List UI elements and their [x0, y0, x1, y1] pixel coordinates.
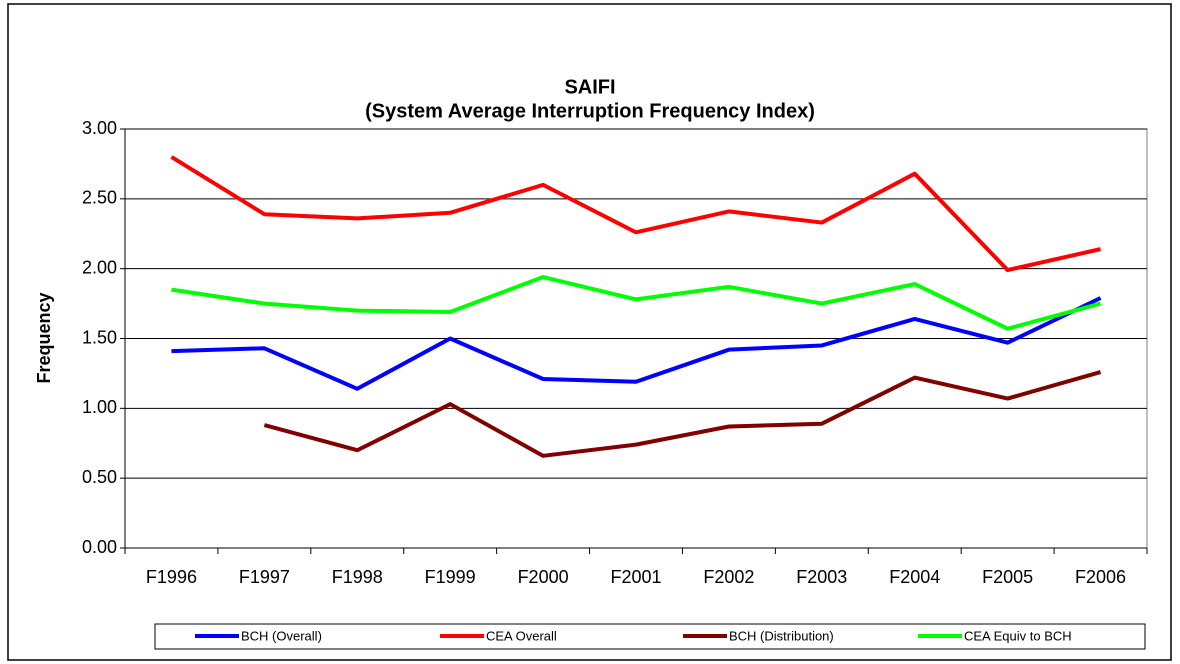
- y-tick-label: 1.00: [82, 397, 117, 417]
- y-tick-label: 3.00: [82, 118, 117, 138]
- series-line: [170, 155, 1101, 273]
- x-tick-label: F2005: [982, 567, 1033, 587]
- x-tick-label: F1998: [332, 567, 383, 587]
- legend-box: [154, 623, 1146, 650]
- y-tick-label: 1.50: [82, 327, 117, 347]
- y-tick-label: 2.50: [82, 188, 117, 208]
- series-line: [171, 296, 1102, 391]
- x-tick-label: F2002: [703, 567, 754, 587]
- x-tick-label: F1996: [146, 567, 197, 587]
- legend-label: CEA Equiv to BCH: [964, 628, 1072, 643]
- x-tick-label: F1997: [239, 567, 290, 587]
- series-line: [263, 370, 1102, 458]
- series-line: [171, 275, 1102, 331]
- chart-title: SAIFI: [564, 76, 615, 98]
- x-tick-label: F2003: [796, 567, 847, 587]
- y-tick-label: 0.00: [82, 537, 117, 557]
- x-tick-label: F2001: [610, 567, 661, 587]
- legend-label: BCH (Overall): [241, 628, 322, 643]
- x-tick-label: F2006: [1075, 567, 1126, 587]
- legend-label: BCH (Distribution): [729, 628, 834, 643]
- y-axis-label: Frequency: [34, 292, 54, 383]
- y-tick-label: 2.00: [82, 257, 117, 277]
- y-tick-label: 0.50: [82, 467, 117, 487]
- x-tick-label: F2000: [518, 567, 569, 587]
- chart-subtitle: (System Average Interruption Frequency I…: [365, 100, 815, 122]
- x-tick-label: F2004: [889, 567, 940, 587]
- legend-label: CEA Overall: [486, 628, 557, 643]
- x-tick-label: F1999: [425, 567, 476, 587]
